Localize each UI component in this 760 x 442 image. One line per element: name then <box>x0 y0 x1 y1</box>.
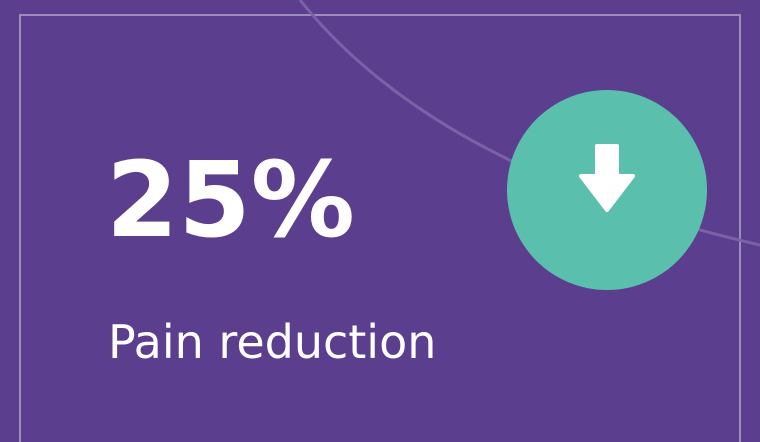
stat-label: Pain reduction <box>108 315 436 369</box>
stat-value: 25% <box>106 139 355 261</box>
down-arrow-icon <box>579 144 635 212</box>
frame <box>19 14 741 442</box>
